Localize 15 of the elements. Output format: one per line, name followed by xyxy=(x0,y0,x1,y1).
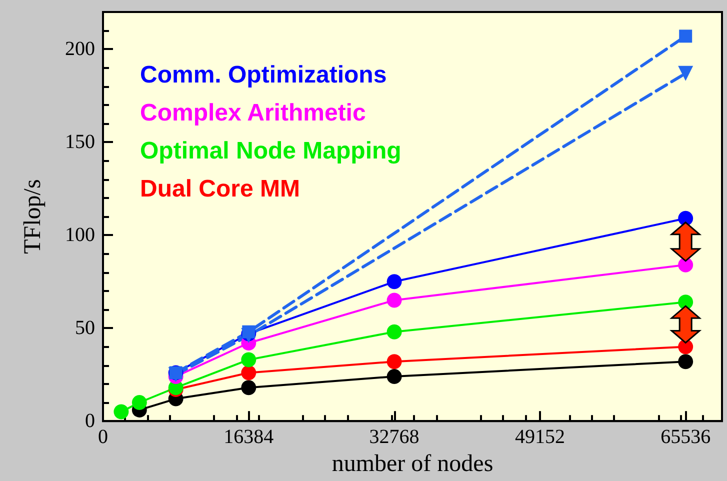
text: Optimal Node Mapping xyxy=(140,138,402,164)
x-tick-label: 65536 xyxy=(660,426,711,448)
x-axis-title: number of nodes xyxy=(332,451,494,477)
y-axis-title: TFlop/s xyxy=(20,179,46,254)
y-tick-label: 0 xyxy=(85,410,95,432)
text: Dual Core MM xyxy=(140,176,300,202)
y-tick-label: 100 xyxy=(65,224,95,246)
y-tick-label: 50 xyxy=(75,317,95,340)
x-tick-label: 32768 xyxy=(369,426,420,448)
y-tick-label: 150 xyxy=(65,131,95,154)
x-tick-label: 49152 xyxy=(514,426,565,448)
y-tick-label: 200 xyxy=(65,38,95,60)
x-tick-label: 16384 xyxy=(224,426,274,448)
text: Comm. Optimizations xyxy=(140,62,387,88)
text: Complex Arithmetic xyxy=(140,100,366,126)
